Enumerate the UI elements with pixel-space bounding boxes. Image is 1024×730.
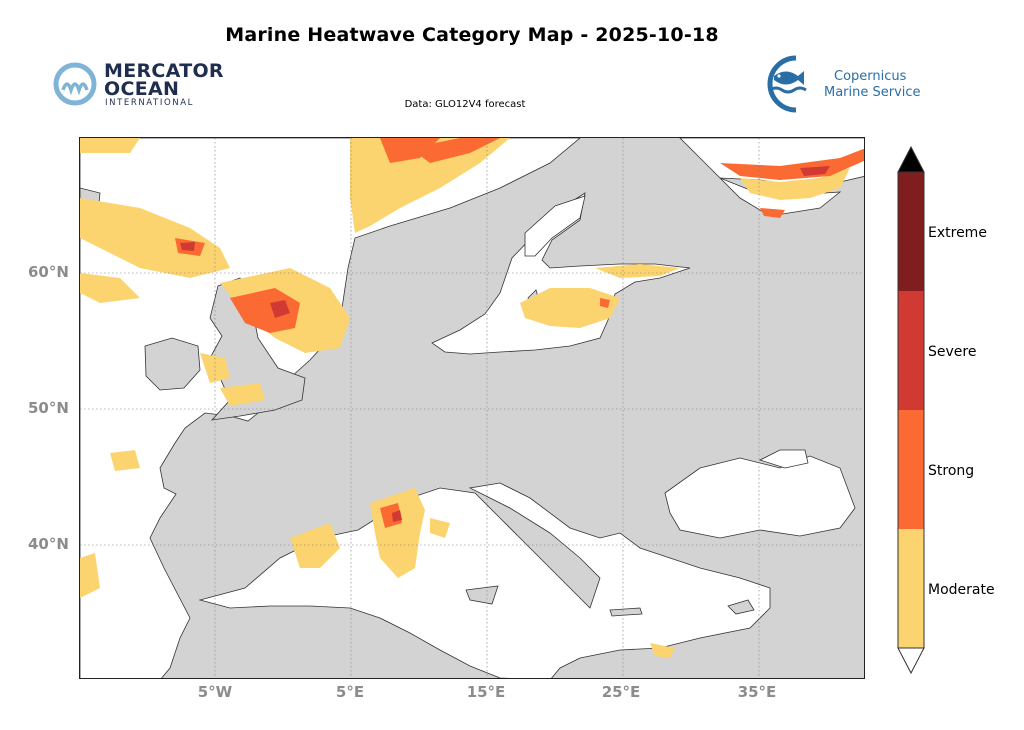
lon-label-35e: 35°E (737, 683, 777, 701)
gulf-of-bothnia (524, 195, 586, 257)
lon-label-15e: 15°E (466, 683, 506, 701)
colorbar-strong (898, 410, 924, 529)
lat-label-50n: 50°N (28, 399, 69, 417)
legend-severe-label: Severe (928, 344, 977, 360)
baltic-sea (431, 192, 691, 355)
moderate-patches (80, 138, 850, 658)
data-source-note: Data: GLO12V4 forecast (404, 99, 526, 110)
colorbar-extreme (898, 172, 924, 291)
lat-label-40n: 40°N (28, 535, 69, 553)
colorbar-severe (898, 291, 924, 410)
crete (609, 607, 643, 617)
mercator-logo-text-3: INTERNATIONAL (105, 98, 194, 108)
mercator-logo-text-1: MERCATOR (104, 60, 224, 82)
severe-patches (180, 166, 830, 522)
ireland (144, 337, 201, 391)
lat-label-60n: 60°N (28, 263, 69, 281)
colorbar-under-arrow (897, 647, 925, 675)
legend-strong-label: Strong (928, 463, 975, 479)
colorbar-moderate (898, 529, 924, 648)
legend-moderate-label: Moderate (928, 582, 995, 598)
lon-label-5w: 5°W (197, 683, 233, 701)
mercator-wave-icon (53, 62, 97, 106)
copernicus-marine-logo: Copernicus Marine Service (756, 52, 926, 116)
sicily (465, 585, 499, 605)
copernicus-fish-icon (767, 55, 807, 113)
colorbar-over-arrow (897, 145, 925, 173)
gridlines (80, 138, 864, 678)
black-sea (664, 455, 856, 539)
copernicus-logo-text-1: Copernicus (834, 69, 907, 84)
copernicus-logo-text-2: Marine Service (824, 85, 921, 100)
lon-label-25e: 25°E (601, 683, 641, 701)
sea-of-azov (758, 449, 809, 469)
mercator-logo-text-2: OCEAN (104, 78, 180, 100)
category-colorbar (897, 145, 925, 675)
mercator-ocean-logo: MERCATOR OCEAN INTERNATIONAL (52, 58, 224, 110)
cyprus (727, 599, 755, 615)
legend-extreme-label: Extreme (928, 225, 987, 241)
map-canvas (80, 138, 864, 678)
strong-patches (175, 138, 864, 528)
heatwave-map[interactable] (79, 137, 865, 679)
map-title: Marine Heatwave Category Map - 2025-10-1… (225, 24, 719, 46)
mediterranean-sea (198, 482, 771, 678)
lon-label-5e: 5°E (335, 683, 365, 701)
